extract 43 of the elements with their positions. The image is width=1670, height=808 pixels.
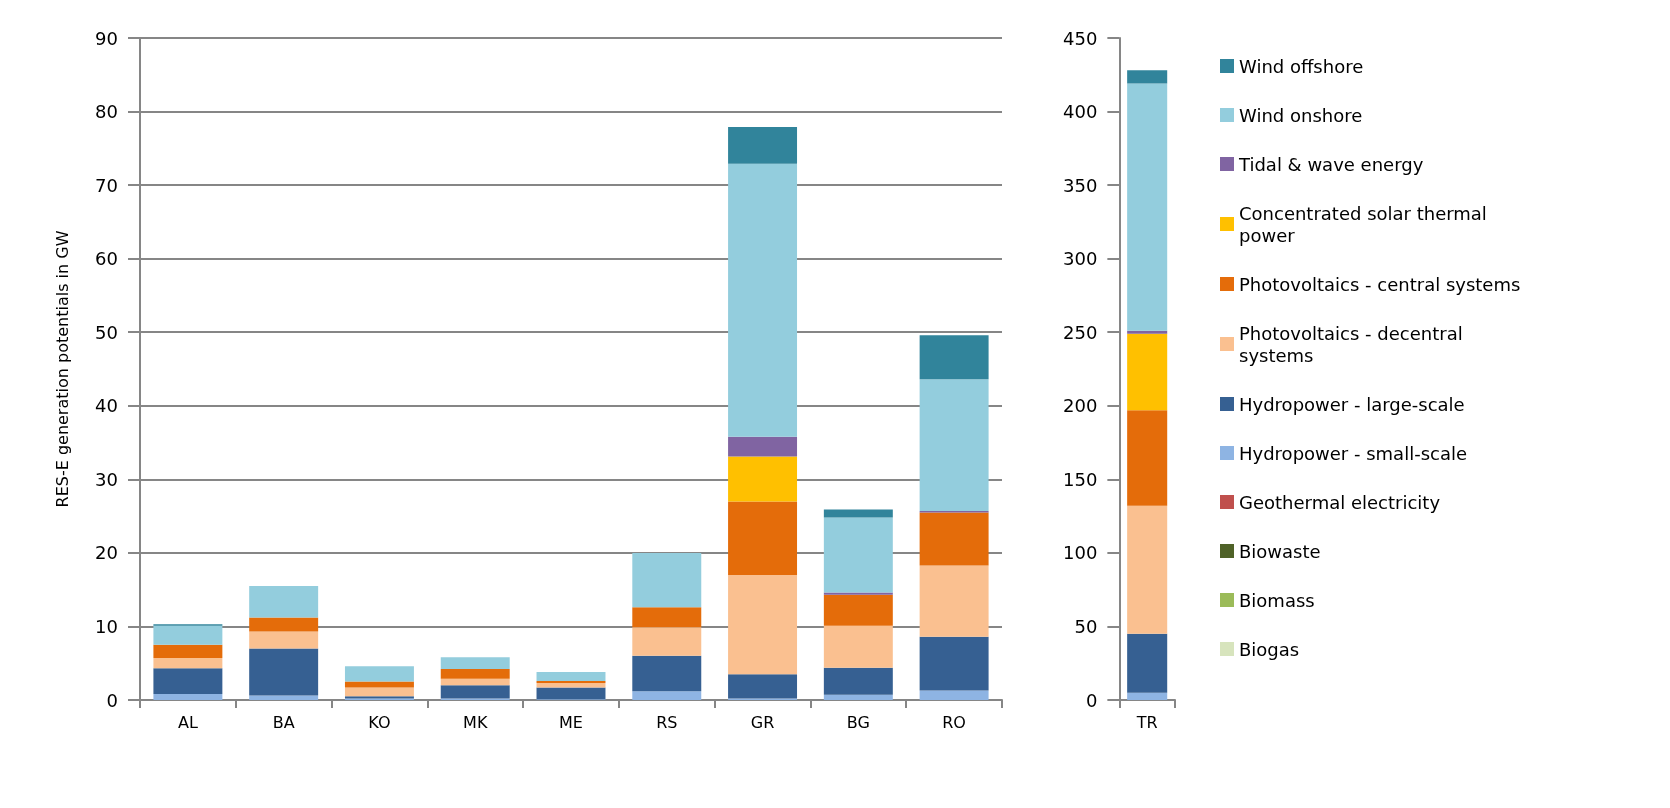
y-tick-label: 0 [1085,689,1098,711]
y-tick-label: 20 [95,542,118,564]
legend-label: Wind onshore [1239,104,1363,126]
x-tick-label: MK [463,712,488,732]
legend-label: Geothermal electricity [1239,491,1441,513]
y-tick-label: 450 [1063,27,1098,49]
x-tick-label: ME [559,712,583,732]
legend-label: Photovoltaics - central systems [1239,273,1521,295]
y-tick-label: 50 [95,321,118,343]
y-tick-label: 40 [95,395,118,417]
legend-label: Biogas [1239,638,1300,660]
legend-label: Photovoltaics - decentral systems [1239,322,1469,366]
legend-label: Tidal & wave energy [1238,153,1424,175]
y-tick-label: 80 [95,101,118,123]
x-tick-label: GR [750,712,775,732]
legend-label: Biomass [1239,589,1315,611]
x-tick-label: RS [656,712,678,732]
y-tick-label: 30 [95,468,118,490]
x-tick-label: RO [942,712,966,732]
y-tick-label: 10 [95,615,118,637]
legend-label: Concentrated solar thermal power [1239,202,1493,246]
y-tick-label: 0 [106,689,118,711]
x-tick-label: TR [1135,712,1158,732]
y-tick-label: 60 [95,248,118,270]
x-tick-label: AL [177,712,198,732]
y-tick-label: 100 [1063,542,1098,564]
legend-label: Biowaste [1239,540,1321,562]
x-tick-label: KO [368,712,391,732]
legend-label: Wind offshore [1239,55,1364,77]
y-tick-label: 350 [1063,174,1098,196]
y-tick-label: 250 [1063,321,1098,343]
y-axis-title: RES-E generation potentials in GW [52,230,72,508]
x-tick-label: BA [272,712,295,732]
y-tick-label: 50 [1074,615,1098,637]
y-tick-label: 70 [95,174,118,196]
y-tick-label: 150 [1063,468,1098,490]
y-tick-label: 400 [1063,101,1098,123]
y-tick-label: 90 [95,27,118,49]
y-tick-label: 200 [1063,395,1098,417]
y-tick-label: 300 [1063,248,1098,270]
legend-label: Hydropower - small-scale [1239,442,1468,464]
x-tick-label: BG [846,712,870,732]
legend-label: Hydropower - large-scale [1239,393,1465,415]
